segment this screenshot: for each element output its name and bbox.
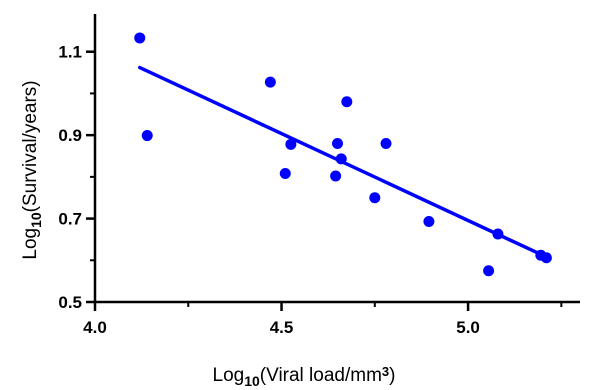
axes xyxy=(93,14,580,304)
x-axis-label: Log10(Viral load/mm3) xyxy=(213,364,396,389)
data-point xyxy=(141,130,153,142)
data-point xyxy=(540,252,552,264)
x-tick-label: 4.0 xyxy=(83,318,107,337)
y-tick-label: 0.5 xyxy=(58,293,82,312)
ticks xyxy=(86,50,563,311)
data-point xyxy=(483,265,495,277)
data-point xyxy=(335,153,347,165)
data-point xyxy=(369,192,381,204)
data-point xyxy=(332,137,343,149)
y-axis-label: Log10(Survival/years) xyxy=(20,80,44,259)
data-point xyxy=(492,228,504,240)
data-point xyxy=(285,138,297,150)
data-point xyxy=(264,76,276,88)
data-point xyxy=(134,32,146,44)
data-point xyxy=(279,168,291,180)
data-points xyxy=(134,32,552,277)
x-tick-label: 4.5 xyxy=(270,318,294,337)
x-tick-label: 5.0 xyxy=(456,318,480,337)
data-point xyxy=(380,137,392,149)
y-tick-label: 1.1 xyxy=(58,43,82,62)
tick-labels: 0.5 0.7 0.9 1.1 4.0 4.5 5.0 xyxy=(58,43,480,337)
data-point xyxy=(423,215,435,227)
y-tick-label: 0.7 xyxy=(58,210,82,229)
y-tick-label: 0.9 xyxy=(58,126,82,145)
data-point xyxy=(341,96,353,108)
data-point xyxy=(330,170,342,182)
